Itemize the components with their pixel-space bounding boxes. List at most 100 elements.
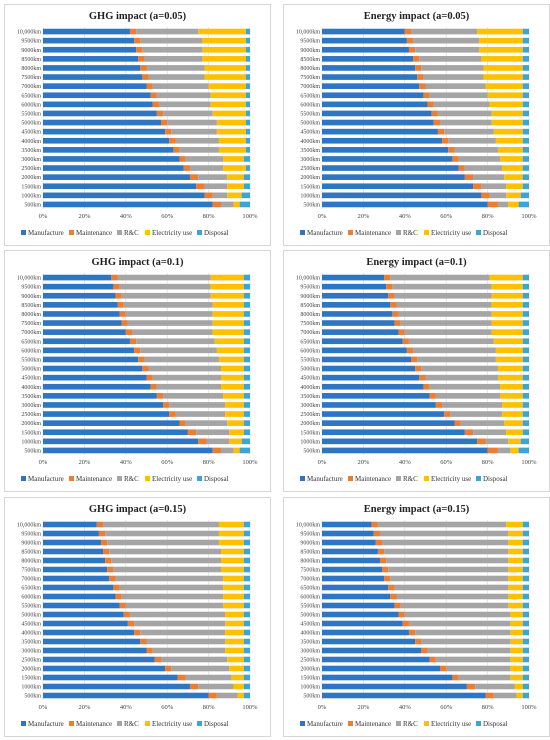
category-label: 7500km: [300, 568, 320, 574]
bar-segment: [322, 156, 453, 162]
bar-segment: [485, 83, 523, 89]
bar-segment: [437, 110, 492, 117]
bar-segment: [322, 37, 407, 44]
bar-segment: [138, 356, 145, 363]
bar-segment: [322, 647, 422, 654]
bar-segment: [322, 192, 482, 199]
x-tick-label: 40%: [120, 213, 133, 220]
bar-segment: [425, 374, 498, 381]
bar-segment: [522, 374, 529, 381]
category-label: 8500km: [21, 303, 41, 309]
bar-segment: [522, 683, 529, 690]
bar-segment: [43, 311, 120, 317]
bar-segment: [408, 338, 494, 345]
bar-segment: [373, 530, 380, 537]
category-label: 9500km: [300, 532, 320, 538]
bar-segment: [522, 320, 529, 326]
bar-segment: [204, 74, 246, 80]
category-label: 7500km: [300, 321, 320, 327]
bar-segment: [322, 593, 391, 600]
bar-segment: [433, 101, 490, 108]
bar-segment: [322, 302, 391, 308]
bar-segment: [136, 46, 143, 53]
bar-segment: [322, 83, 420, 89]
bar-segment: [140, 65, 147, 71]
category-label: 8500km: [300, 303, 320, 309]
x-tick-label: 20%: [357, 213, 370, 220]
bar-segment: [134, 347, 141, 354]
category-label: 3500km: [21, 640, 41, 646]
bar-segment: [435, 656, 511, 663]
bar-segment: [140, 629, 226, 636]
bar-segment: [510, 620, 523, 627]
bar-segment: [119, 283, 211, 290]
bar-segment: [392, 283, 492, 290]
bar-segment: [223, 602, 244, 609]
x-tick-label: 100%: [242, 213, 258, 220]
bar-segment: [322, 201, 488, 208]
category-label: 3000km: [21, 649, 41, 655]
bar-segment: [243, 521, 250, 528]
bar-segment: [103, 521, 219, 528]
legend-label: Electricity use: [152, 475, 192, 483]
legend-label: Manufacture: [307, 720, 343, 728]
category-label: 4500km: [300, 622, 320, 628]
bar-segment: [510, 447, 519, 454]
category-label: 5000km: [300, 367, 320, 373]
bar-segment: [522, 411, 529, 417]
category-label: 5000km: [21, 613, 41, 619]
bar-segment: [43, 329, 126, 335]
bar-segment: [96, 521, 104, 528]
bar-segment: [518, 447, 529, 454]
bar-segment: [522, 37, 529, 44]
bar-segment: [43, 92, 151, 99]
bar-segment: [107, 539, 219, 546]
legend-swatch: [348, 230, 353, 235]
bar-segment: [212, 311, 244, 317]
bar-segment: [43, 156, 180, 162]
bar-segment: [487, 447, 498, 454]
category-label: 2000km: [300, 175, 320, 181]
bar-segment: [221, 548, 244, 555]
bar-segment: [322, 638, 416, 645]
bar-segment: [506, 183, 523, 190]
bar-segment: [510, 638, 523, 645]
bar-segment: [322, 56, 414, 62]
bar-segment: [522, 329, 529, 335]
bar-segment: [522, 274, 529, 281]
bar-segment: [522, 611, 529, 618]
bar-segment: [134, 37, 141, 44]
bar-segment: [113, 584, 120, 591]
legend-label: R&C: [124, 229, 139, 237]
bar-segment: [121, 320, 128, 326]
legend-swatch: [424, 230, 429, 235]
bar-segment: [520, 192, 529, 199]
bar-segment: [514, 683, 523, 690]
category-label: 10,000km: [17, 523, 42, 529]
bar-segment: [189, 174, 199, 180]
bar-segment: [458, 165, 465, 171]
bar-segment: [371, 521, 378, 528]
legend-swatch: [21, 230, 26, 235]
bar-segment: [522, 383, 529, 390]
bar-segment: [216, 692, 238, 699]
bar-segment: [429, 92, 488, 99]
legend-label: R&C: [403, 720, 418, 728]
category-label: 8500km: [300, 57, 320, 63]
category-label: 6000km: [300, 102, 320, 108]
bar-segment: [202, 56, 246, 62]
bar-segment: [495, 356, 523, 363]
bar-segment: [522, 110, 529, 117]
bar-segment: [243, 620, 250, 627]
category-label: 2000km: [21, 421, 41, 427]
bar-segment: [229, 429, 244, 436]
x-tick-label: 20%: [78, 704, 91, 711]
bar-segment: [415, 629, 511, 636]
category-label: 4500km: [300, 130, 320, 136]
x-tick-label: 80%: [482, 213, 495, 220]
bar-segment: [497, 374, 523, 381]
bar-segment: [43, 548, 104, 555]
bar-segment: [142, 46, 203, 53]
bar-segment: [206, 438, 230, 445]
bar-segment: [212, 192, 228, 199]
